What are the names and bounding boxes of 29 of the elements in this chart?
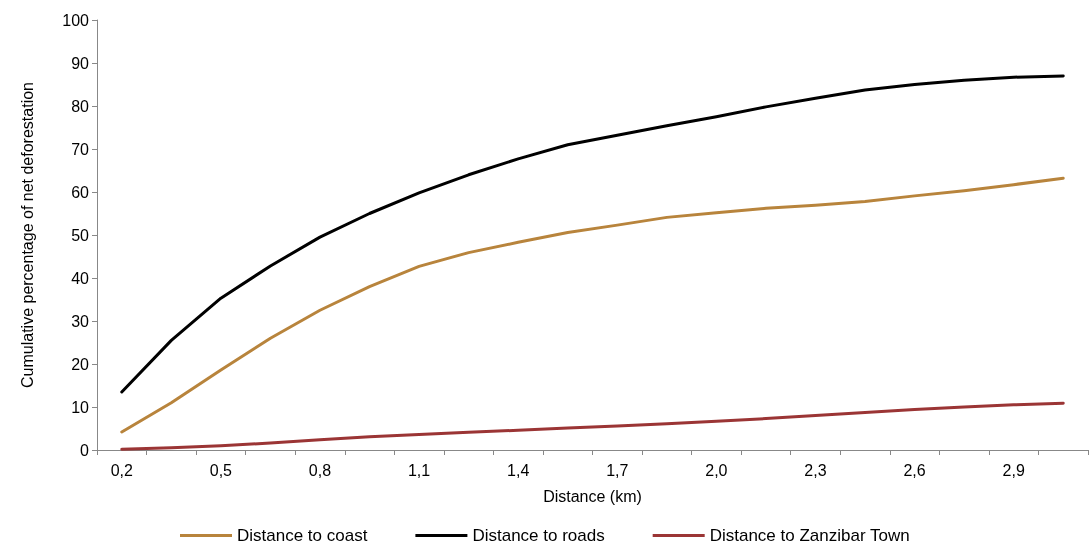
y-tick-label: 50 xyxy=(71,226,90,244)
y-tick-label: 100 xyxy=(62,11,90,29)
y-tick-label: 60 xyxy=(71,183,90,201)
x-tick-label: 1,4 xyxy=(507,461,530,479)
x-tick-label: 1,7 xyxy=(606,461,629,479)
x-tick-label: 2,9 xyxy=(1002,461,1025,479)
y-tick-label: 90 xyxy=(71,54,90,72)
x-axis-title: Distance (km) xyxy=(543,487,642,505)
x-tick-label: 0,2 xyxy=(110,461,133,479)
x-tick-label: 2,6 xyxy=(903,461,926,479)
legend-label: Distance to Zanzibar Town xyxy=(709,526,910,545)
y-tick-label: 0 xyxy=(80,441,90,459)
x-tick-label: 2,0 xyxy=(705,461,728,479)
legend-label: Distance to roads xyxy=(472,526,605,545)
x-tick-label: 0,5 xyxy=(209,461,233,479)
y-tick-label: 80 xyxy=(71,97,90,115)
y-tick-label: 20 xyxy=(71,355,90,373)
line-series xyxy=(120,74,1065,394)
line-series xyxy=(120,176,1065,434)
x-tick-label: 0,8 xyxy=(308,461,332,479)
y-tick-label: 10 xyxy=(71,398,90,416)
y-tick-label: 70 xyxy=(71,140,90,158)
y-tick-label: 30 xyxy=(71,312,90,330)
x-tick-label: 1,1 xyxy=(407,461,431,479)
x-tick-label: 2,3 xyxy=(804,461,827,479)
legend-label: Distance to coast xyxy=(237,526,368,545)
y-tick-label: 40 xyxy=(71,269,90,287)
y-axis-title: Cumulative percentage of net deforestation xyxy=(18,82,36,388)
line-series xyxy=(120,401,1065,451)
